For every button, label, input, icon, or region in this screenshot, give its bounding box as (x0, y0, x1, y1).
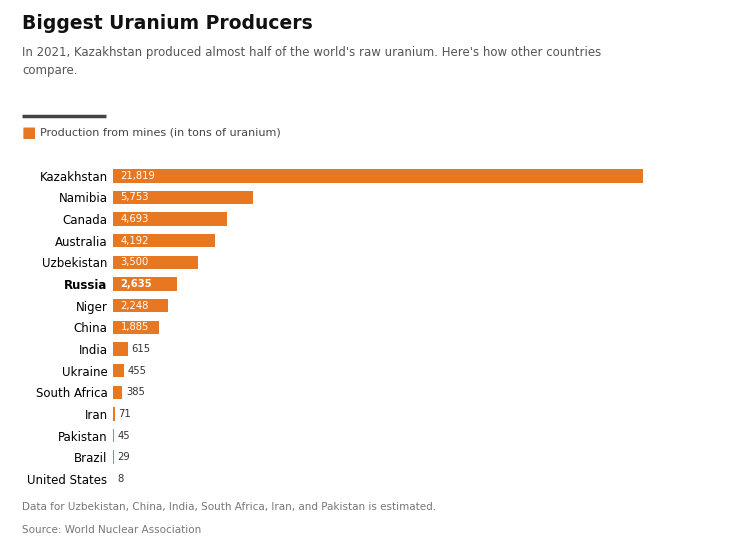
Bar (113, 278, 177, 291)
Text: 21,819: 21,819 (120, 171, 155, 181)
Bar (113, 169, 643, 182)
Bar (113, 342, 128, 355)
Text: 71: 71 (118, 409, 131, 419)
Bar (113, 321, 159, 334)
Text: ■: ■ (22, 125, 36, 140)
Bar (113, 429, 114, 442)
Text: 29: 29 (118, 452, 130, 462)
Text: 2,635: 2,635 (120, 279, 152, 289)
Text: Biggest Uranium Producers: Biggest Uranium Producers (22, 14, 312, 32)
Text: Source: World Nuclear Association: Source: World Nuclear Association (22, 525, 201, 535)
Text: 1,885: 1,885 (120, 322, 149, 332)
Text: 4,192: 4,192 (120, 236, 149, 246)
Bar (113, 386, 123, 399)
Text: 385: 385 (126, 387, 145, 397)
Bar (113, 191, 253, 204)
Bar (113, 213, 227, 226)
Text: 8: 8 (117, 474, 123, 484)
Bar (113, 299, 168, 312)
Text: Production from mines (in tons of uranium): Production from mines (in tons of uraniu… (40, 128, 281, 137)
Text: 3,500: 3,500 (120, 258, 149, 267)
Bar (113, 364, 124, 377)
Text: 615: 615 (131, 344, 151, 354)
Text: 455: 455 (128, 366, 147, 375)
Text: Data for Uzbekistan, China, India, South Africa, Iran, and Pakistan is estimated: Data for Uzbekistan, China, India, South… (22, 502, 436, 512)
Text: 4,693: 4,693 (120, 214, 149, 224)
Text: In 2021, Kazakhstan produced almost half of the world's raw uranium. Here's how : In 2021, Kazakhstan produced almost half… (22, 46, 601, 77)
Bar (113, 407, 115, 420)
Text: 5,753: 5,753 (120, 193, 149, 202)
Bar (113, 256, 198, 269)
Text: 2,248: 2,248 (120, 301, 149, 311)
Text: 45: 45 (118, 431, 131, 440)
Bar (113, 234, 215, 247)
